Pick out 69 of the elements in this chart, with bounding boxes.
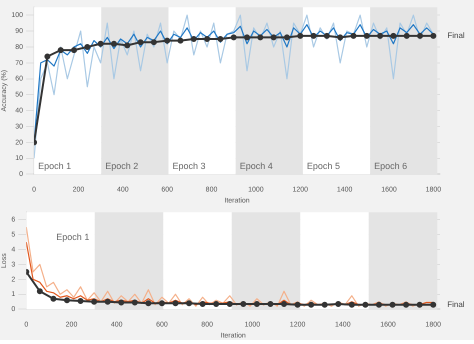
point xyxy=(78,298,84,304)
point xyxy=(104,298,111,305)
point xyxy=(58,47,64,54)
point xyxy=(91,298,98,305)
point xyxy=(50,296,56,302)
point xyxy=(324,32,330,39)
point xyxy=(404,32,410,39)
point xyxy=(213,300,220,307)
point xyxy=(417,32,424,39)
point xyxy=(190,36,197,42)
point xyxy=(124,42,130,48)
point xyxy=(322,302,328,308)
point xyxy=(362,302,368,308)
point xyxy=(310,32,317,39)
point xyxy=(164,38,170,44)
point xyxy=(200,300,206,307)
band-label: Epoch 5 xyxy=(306,161,340,172)
point xyxy=(430,32,436,39)
point xyxy=(377,32,384,39)
point xyxy=(158,300,165,306)
point xyxy=(350,32,356,39)
point xyxy=(297,32,304,39)
point xyxy=(376,302,382,308)
point xyxy=(337,34,344,40)
point xyxy=(294,302,301,308)
point xyxy=(138,39,144,46)
band-label: Epoch 4 xyxy=(240,161,273,172)
point xyxy=(403,302,410,308)
point xyxy=(217,36,224,42)
annotation: Final xyxy=(447,31,465,40)
point xyxy=(270,34,277,40)
point xyxy=(118,299,124,306)
point xyxy=(204,36,210,42)
band-label: Epoch 2 xyxy=(105,161,138,172)
point xyxy=(150,39,157,46)
point xyxy=(186,300,192,306)
point xyxy=(335,300,342,307)
point xyxy=(281,300,288,307)
point xyxy=(430,302,436,308)
band-label: Epoch 3 xyxy=(172,161,206,172)
point xyxy=(177,38,184,44)
point xyxy=(172,300,178,306)
point xyxy=(416,302,423,308)
point xyxy=(284,34,290,40)
point xyxy=(36,288,43,294)
band-label: Epoch 1 xyxy=(56,232,90,242)
band-label: Epoch 1 xyxy=(38,161,72,172)
point xyxy=(132,299,138,306)
band-label: Epoch 6 xyxy=(374,161,408,172)
annotation: Final xyxy=(447,300,465,309)
point xyxy=(44,54,50,60)
point xyxy=(145,300,152,306)
point xyxy=(240,300,246,307)
point xyxy=(254,300,260,307)
point xyxy=(390,32,396,39)
point xyxy=(308,302,314,308)
point xyxy=(348,302,355,308)
point xyxy=(267,300,274,307)
point xyxy=(98,40,104,47)
point xyxy=(364,32,370,39)
point xyxy=(226,300,233,307)
point xyxy=(257,34,264,40)
point xyxy=(390,302,396,308)
point xyxy=(71,47,78,54)
point xyxy=(230,34,237,40)
point xyxy=(84,44,90,50)
point xyxy=(64,297,70,304)
point xyxy=(110,40,117,47)
point xyxy=(244,34,250,40)
